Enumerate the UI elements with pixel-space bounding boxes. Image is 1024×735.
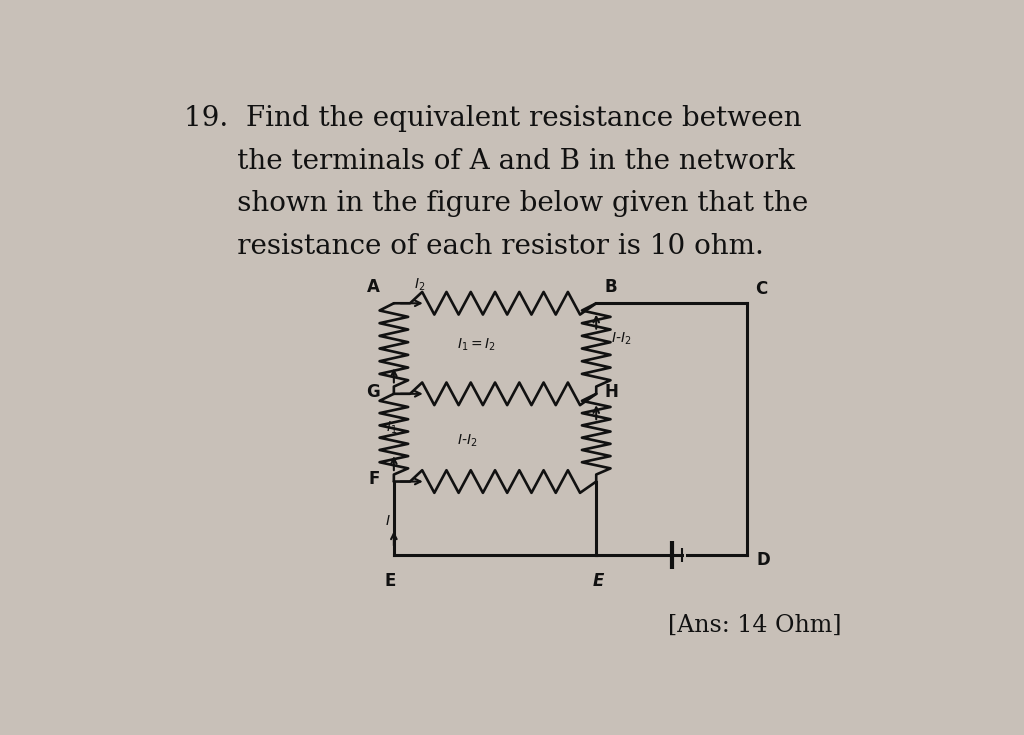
Text: E: E (384, 572, 395, 590)
Text: $I$-$I_2$: $I$-$I_2$ (610, 331, 631, 347)
Text: [Ans: 14 Ohm]: [Ans: 14 Ohm] (668, 614, 841, 637)
Text: B: B (604, 279, 616, 296)
Text: A: A (367, 279, 380, 296)
Text: $I$-$I_2$: $I$-$I_2$ (458, 433, 478, 449)
Text: E: E (593, 572, 604, 590)
Text: 19.  Find the equivalent resistance between: 19. Find the equivalent resistance betwe… (183, 105, 801, 132)
Text: $I_1$: $I_1$ (386, 420, 397, 437)
Text: resistance of each resistor is 10 ohm.: resistance of each resistor is 10 ohm. (183, 232, 764, 259)
Text: the terminals of A and B in the network: the terminals of A and B in the network (183, 148, 795, 175)
Text: D: D (757, 551, 770, 569)
Text: shown in the figure below given that the: shown in the figure below given that the (183, 190, 808, 217)
Text: C: C (755, 279, 767, 298)
Text: $I_2$: $I_2$ (414, 276, 425, 293)
Text: G: G (366, 382, 380, 401)
Text: I: I (386, 514, 390, 528)
Text: H: H (604, 382, 618, 401)
Text: F: F (369, 470, 380, 488)
Text: $I_1=I_2$: $I_1=I_2$ (458, 337, 497, 353)
